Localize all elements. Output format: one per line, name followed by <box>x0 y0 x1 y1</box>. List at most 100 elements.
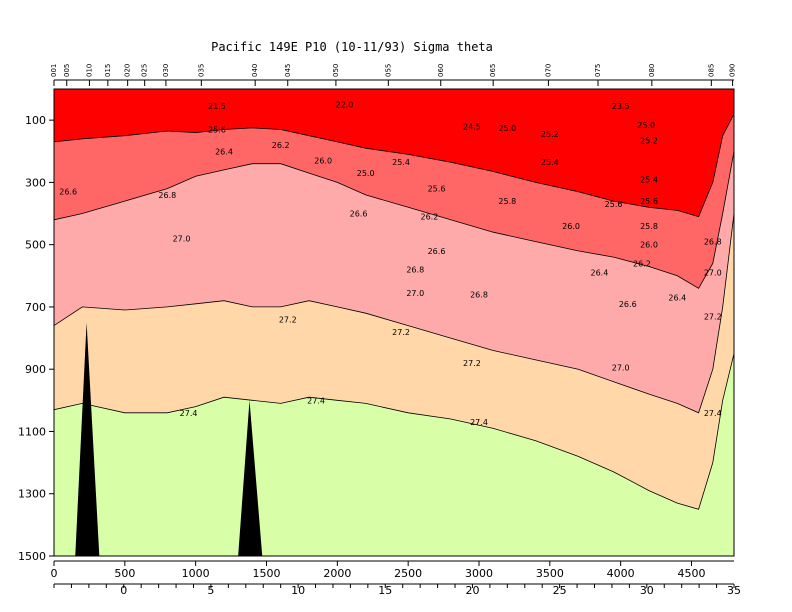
station-label: 040 <box>251 64 259 77</box>
seafloor-spike <box>75 322 100 556</box>
contour-label: 26.0 <box>562 222 580 231</box>
contour-label: 27.4 <box>470 418 488 427</box>
y-tick-label: 300 <box>25 176 46 189</box>
contour-label: 26.8 <box>158 191 176 200</box>
station-label: 030 <box>162 64 170 77</box>
station-axis: 001 005 010 015 020 025 030 035 040 045 050 055 060 0… <box>50 64 737 86</box>
contour-label: 26.6 <box>619 300 637 309</box>
contour-line-27.2 <box>54 213 734 414</box>
station-label: 060 <box>437 64 445 77</box>
station-label: 025 <box>141 64 149 77</box>
station-label: 005 <box>63 64 71 77</box>
contour-line-26.4 <box>54 113 734 218</box>
contour-label: 23.5 <box>612 102 630 111</box>
x2-tick-label: 35 <box>727 584 741 597</box>
contour-label: 26.4 <box>668 294 686 303</box>
contour-label: 25.0 <box>637 121 655 130</box>
x2-tick-label: 15 <box>378 584 392 597</box>
contour-label: 25.4 <box>541 158 559 167</box>
x-tick-label: 4000 <box>607 567 635 580</box>
y-tick-label: 1100 <box>18 425 46 438</box>
contour-lines <box>54 113 734 510</box>
station-label: 045 <box>284 64 292 77</box>
seafloor-spike <box>238 400 263 556</box>
x2-tick-label: 30 <box>640 584 654 597</box>
contour-line-26.8 <box>54 151 734 289</box>
seafloor <box>75 322 263 556</box>
x-tick-label: 2500 <box>394 567 422 580</box>
chart-title: Pacific 149E P10 (10-11/93) Sigma theta <box>211 40 493 54</box>
x-tick-label: 4500 <box>678 567 706 580</box>
contour-label: 25.4 <box>392 158 410 167</box>
station-label: 010 <box>85 64 93 77</box>
plot-frame <box>53 88 735 557</box>
station-label: 015 <box>104 64 112 77</box>
contour-label: 27.2 <box>279 315 297 324</box>
station-label: 020 <box>124 64 132 77</box>
x-tick-label: 3000 <box>465 567 493 580</box>
contour-label: 26.4 <box>215 147 233 156</box>
y-tick-label: 500 <box>25 239 46 252</box>
contour-label: 25.0 <box>498 124 516 133</box>
station-label: 080 <box>648 64 656 77</box>
secondary-x-axis: 0 5 10 15 20 25 30 35 <box>53 583 741 597</box>
contour-label: 26.0 <box>314 157 332 166</box>
contour-label: 27.0 <box>704 269 722 278</box>
station-label: 050 <box>332 64 340 77</box>
plot-area <box>54 89 734 556</box>
station-label: 070 <box>544 64 552 77</box>
contour-labels: 21.5 22.0 23.5 24.5 25.0 25.0 25.2 25.2 25.6 26.4… <box>59 101 721 428</box>
contour-label: 26.0 <box>640 241 658 250</box>
contour-line-27.4 <box>54 353 734 510</box>
contour-label: 25.6 <box>208 125 226 134</box>
contour-label: 26.4 <box>591 269 609 278</box>
station-label: 065 <box>489 64 497 77</box>
x2-tick-label: 0 <box>120 584 127 597</box>
y-tick-label: 900 <box>25 363 46 376</box>
contour-label: 27.2 <box>463 359 481 368</box>
y-tick-label: 700 <box>25 301 46 314</box>
x-tick-label: 2000 <box>323 567 351 580</box>
contour-label: 25.2 <box>640 136 658 145</box>
station-label: 001 <box>50 64 58 77</box>
station-label: 090 <box>729 64 737 77</box>
contour-label: 26.6 <box>428 247 446 256</box>
contour-label: 27.0 <box>612 364 630 373</box>
y-tick-label: 100 <box>25 114 46 127</box>
contour-label: 27.0 <box>406 289 424 298</box>
x-tick-label: 500 <box>114 567 135 580</box>
contour-label: 25.8 <box>640 222 658 231</box>
x2-tick-label: 10 <box>291 584 305 597</box>
contour-label: 27.2 <box>392 328 410 337</box>
contour-label: 26.8 <box>406 266 424 275</box>
contour-label: 27.4 <box>704 409 722 418</box>
y-tick-label: 1300 <box>18 488 46 501</box>
contour-label: 26.2 <box>633 259 651 268</box>
station-label: 075 <box>594 64 602 77</box>
contour-label: 25.6 <box>605 200 623 209</box>
contour-label: 27.4 <box>307 396 325 405</box>
station-label: 085 <box>707 64 715 77</box>
contour-label: 27.0 <box>173 234 191 243</box>
x2-tick-label: 5 <box>207 584 214 597</box>
contour-label: 25.6 <box>640 197 658 206</box>
contour-label: 26.8 <box>470 290 488 299</box>
x-tick-label: 0 <box>51 567 58 580</box>
x2-tick-label: 25 <box>553 584 567 597</box>
contour-label: 26.2 <box>421 213 439 222</box>
x-tick-label: 1000 <box>182 567 210 580</box>
station-label: 035 <box>197 64 205 77</box>
contour-label: 24.5 <box>463 122 481 131</box>
contour-label: 26.6 <box>350 210 368 219</box>
y-axis: 100 300 500 700 900 1100 1300 1500 <box>18 114 54 563</box>
x-axis: 0 500 1000 1500 2000 2500 3000 3500 4000 4500 <box>51 560 734 580</box>
band-<26.4 <box>54 89 734 217</box>
contour-label: 25.4 <box>640 175 658 184</box>
x-tick-label: 3500 <box>536 567 564 580</box>
x2-tick-label: 20 <box>465 584 479 597</box>
contour-label: 26.6 <box>59 188 77 197</box>
contour-label: 27.2 <box>704 312 722 321</box>
contour-label: 25.8 <box>498 197 516 206</box>
contour-label: 27.4 <box>180 409 198 418</box>
